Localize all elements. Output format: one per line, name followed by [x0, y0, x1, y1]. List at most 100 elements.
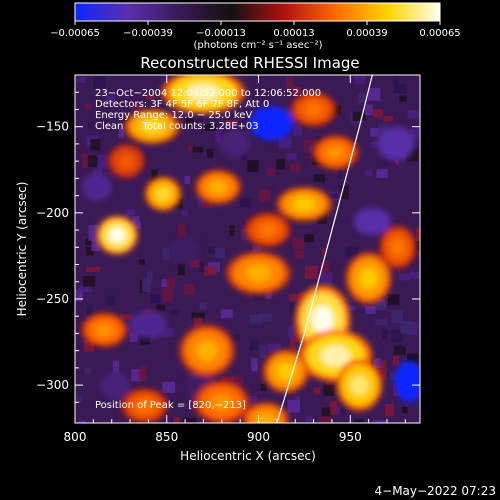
texture-cell: [196, 114, 204, 122]
texture-cell: [267, 167, 276, 176]
texture-cell: [150, 294, 161, 304]
texture-cell: [145, 94, 155, 100]
hot-spot: [276, 186, 332, 222]
colorbar-gradient: [74, 2, 441, 22]
texture-cell: [240, 153, 247, 160]
texture-cell: [387, 294, 400, 306]
hot-spot-core: [135, 398, 154, 413]
texture-cell: [337, 170, 343, 179]
hot-spot-core: [293, 197, 316, 212]
colorbar-tick-label: −0.00039: [123, 28, 173, 39]
texture-cell: [373, 109, 383, 118]
texture-cell: [314, 387, 321, 395]
texture-cell: [91, 237, 101, 251]
hot-spot: [263, 349, 309, 393]
texture-cell: [83, 340, 95, 352]
hot-spot-core: [186, 83, 220, 101]
texture-cell: [391, 329, 403, 343]
annotation-line: Detectors: 3F 4F 5F 6F 7F 8F, Att 0: [95, 99, 269, 110]
texture-cell: [393, 83, 407, 93]
texture-cell: [415, 227, 420, 242]
texture-cell: [287, 399, 300, 413]
hot-spot-core: [208, 180, 228, 194]
texture-cell: [364, 170, 373, 177]
texture-cell: [290, 331, 304, 342]
cold-spot: [82, 173, 112, 201]
texture-cell: [375, 319, 388, 326]
texture-cell: [333, 105, 342, 115]
texture-cell: [203, 123, 217, 131]
hot-spot: [312, 135, 359, 170]
hot-spot: [179, 324, 235, 377]
annotations-block: 23−Oct−2004 12:04:52.000 to 12:06:52.000…: [95, 88, 321, 132]
colorbar-tick-label: 0.00065: [419, 28, 460, 39]
texture-cell: [160, 328, 174, 337]
texture-cell: [191, 312, 205, 319]
hot-spot-core: [245, 264, 272, 282]
texture-cell: [400, 321, 413, 334]
texture-cell: [208, 247, 215, 253]
texture-cell: [321, 407, 332, 418]
hot-spot-core: [256, 412, 276, 423]
texture-cell: [407, 110, 420, 119]
plot-frame: [74, 74, 421, 424]
texture-cell: [352, 111, 366, 121]
chart-title: Reconstructed RHESSI Image: [140, 54, 359, 72]
texture-cell: [88, 230, 100, 241]
texture-cell: [112, 360, 120, 374]
texture-cell: [199, 302, 207, 310]
texture-cell: [85, 247, 94, 256]
cold-spot: [130, 311, 167, 339]
texture-cell: [125, 209, 135, 217]
x-axis-label: Heliocentric X (arcsec): [180, 449, 316, 463]
texture-cell: [131, 369, 143, 382]
texture-cell: [266, 290, 272, 299]
texture-cell: [325, 193, 339, 199]
colorbar-tick-label: −0.00013: [196, 28, 246, 39]
texture-cell: [286, 77, 294, 89]
texture-cell: [290, 163, 301, 172]
texture-cell: [76, 77, 86, 83]
texture-cell: [342, 305, 356, 311]
texture-cell: [399, 95, 407, 103]
hot-spot-core: [350, 374, 369, 396]
texture-cell: [259, 313, 273, 322]
texture-cell: [409, 128, 420, 140]
texture-cell: [93, 75, 106, 89]
texture-cell: [384, 403, 394, 417]
texture-cell: [246, 395, 257, 409]
texture-cell: [393, 345, 406, 355]
texture-cell: [326, 380, 333, 388]
hot-spot: [81, 312, 128, 348]
texture-cell: [294, 250, 305, 260]
texture-cell: [304, 233, 314, 243]
texture-cell: [105, 95, 116, 102]
texture-cell: [75, 289, 83, 302]
texture-cell: [286, 153, 297, 161]
texture-cell: [259, 345, 267, 358]
colorbar-tick-label: 0.00013: [273, 28, 314, 39]
texture-cell: [320, 261, 330, 275]
texture-cell: [87, 122, 94, 129]
texture-cell: [147, 271, 153, 284]
colorbar-tick-label: −0.00065: [50, 28, 100, 39]
hot-spot-core: [390, 238, 406, 256]
plot-area: 800 850 900 950 −150 −200 −250 −300: [36, 74, 421, 444]
texture-cell: [414, 240, 420, 251]
texture-cell: [376, 169, 388, 179]
texture-cell: [177, 224, 186, 238]
texture-cell: [239, 197, 252, 208]
texture-cell: [247, 160, 259, 173]
texture-cell: [378, 124, 388, 137]
texture-cell: [87, 155, 98, 168]
hot-spot: [96, 215, 138, 255]
x-tick-label: 950: [339, 430, 362, 444]
texture-cell: [229, 333, 240, 342]
texture-cell: [75, 395, 83, 403]
texture-cell: [391, 309, 404, 324]
texture-cell: [86, 266, 100, 273]
texture-cell: [354, 75, 366, 84]
texture-cell: [121, 115, 131, 122]
texture-cell: [79, 420, 86, 423]
hot-spot: [195, 169, 242, 205]
